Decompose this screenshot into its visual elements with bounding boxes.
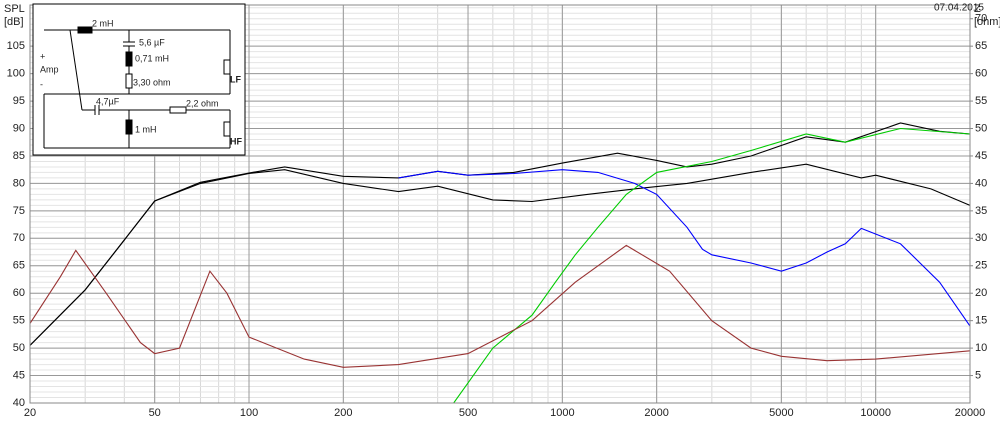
y2-tick-label: 35	[975, 205, 987, 217]
y2-tick-label: 15	[975, 315, 987, 327]
y-tick-label: 55	[13, 315, 25, 327]
y2-tick-label: 45	[975, 150, 987, 162]
y2-tick-label: 40	[975, 177, 987, 189]
y2-label: [ohm]	[974, 16, 1000, 28]
y-tick-label: 85	[13, 150, 25, 162]
label: -	[40, 79, 43, 89]
x-tick-label: 2000	[644, 407, 668, 419]
series-line	[29, 244, 971, 368]
x-tick-label: 500	[459, 407, 477, 419]
y-tick-label: 40	[13, 397, 25, 409]
y2-tick-label: 55	[975, 95, 987, 107]
y-tick-label: 50	[13, 342, 25, 354]
label: 5,6 µF	[139, 37, 165, 47]
y2-tick-label: 5	[975, 369, 981, 381]
x-tick-label: 1000	[550, 407, 574, 419]
label: Amp	[40, 64, 59, 74]
series-line	[398, 169, 971, 327]
plot-frame	[29, 4, 971, 404]
label: LF	[230, 74, 241, 84]
y-tick-label: 80	[13, 177, 25, 189]
y2-tick-label: 25	[975, 260, 987, 272]
x-tick-label: 10000	[860, 407, 891, 419]
y2-tick-label: 10	[975, 342, 987, 354]
date: 07.04.2015	[934, 3, 984, 14]
series-line	[29, 122, 971, 346]
x-tick-label: 20000	[955, 407, 986, 419]
x-tick-label: 5000	[769, 407, 793, 419]
y-tick-label: 105	[7, 40, 25, 52]
x-tick-label: 100	[240, 407, 258, 419]
y-tick-label: 75	[13, 205, 25, 217]
label: 1 mH	[135, 124, 157, 134]
y2-tick-label: 20	[975, 287, 987, 299]
schematic: 2 mH 5,6 µF 0,71 mH 3,30 ohm + Amp - 4,7…	[32, 3, 246, 156]
y-tick-label: 100	[7, 68, 25, 80]
y2-tick-label: 70	[975, 13, 987, 25]
label: 0,71 mH	[135, 53, 169, 63]
y-tick-label: 70	[13, 232, 25, 244]
label: 3,30 ohm	[133, 77, 171, 87]
y-tick-label: 60	[13, 287, 25, 299]
series-line	[29, 163, 971, 346]
label: +	[40, 51, 45, 61]
plot	[29, 122, 971, 404]
label: HF	[230, 136, 242, 146]
y2-label: Z	[974, 3, 981, 15]
series-line	[30, 127, 971, 404]
x-tick-label: 50	[149, 407, 161, 419]
y2-tick-label: 65	[975, 40, 987, 52]
y2-tick-label: 60	[975, 68, 987, 80]
y-tick-label: 45	[13, 369, 25, 381]
label: 2 mH	[92, 18, 114, 28]
label: 2,2 ohm	[186, 98, 219, 108]
y-tick-label: 90	[13, 122, 25, 134]
y2-tick-label: 50	[975, 122, 987, 134]
y2-tick-label: 30	[975, 232, 987, 244]
y-tick-label: 65	[13, 260, 25, 272]
y-label: [dB]	[4, 16, 24, 28]
label: 4,7µF	[96, 96, 120, 106]
x-tick-label: 200	[334, 407, 352, 419]
y-tick-label: 95	[13, 95, 25, 107]
x-tick-label: 20	[24, 407, 36, 419]
y-label: SPL	[4, 3, 25, 15]
